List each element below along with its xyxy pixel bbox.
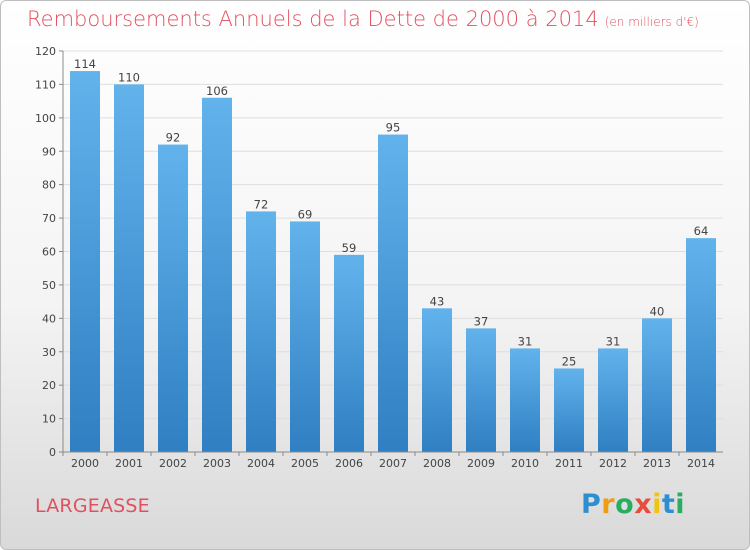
bar-value-label: 110 xyxy=(118,70,140,84)
bar xyxy=(642,318,672,452)
y-tick-label: 10 xyxy=(42,413,56,426)
x-tick-label: 2010 xyxy=(511,457,539,470)
bar-value-label: 31 xyxy=(518,334,533,348)
bar xyxy=(422,308,452,452)
bar-value-label: 25 xyxy=(562,354,577,368)
logo-letter: r xyxy=(601,489,616,520)
bar xyxy=(510,348,540,452)
y-tick-label: 50 xyxy=(42,279,56,292)
bar xyxy=(114,84,144,453)
bar xyxy=(466,328,496,452)
x-tick-label: 2012 xyxy=(599,457,627,470)
logo-letter: i xyxy=(675,489,686,520)
bar-value-label: 37 xyxy=(474,314,489,328)
x-tick-label: 2007 xyxy=(379,457,407,470)
bar xyxy=(70,71,100,453)
bar xyxy=(158,144,188,453)
chart-title-text: Remboursements Annuels de la Dette de 20… xyxy=(27,7,599,31)
bar-value-label: 114 xyxy=(74,57,96,71)
logo-letter: t xyxy=(661,489,676,520)
x-tick-label: 2013 xyxy=(643,457,671,470)
logo-letter: o xyxy=(615,489,635,520)
x-tick-label: 2004 xyxy=(247,457,275,470)
bar xyxy=(202,97,232,453)
bar xyxy=(334,254,364,452)
bar xyxy=(246,211,276,452)
logo-letter: P xyxy=(581,489,602,520)
x-tick-label: 2008 xyxy=(423,457,451,470)
y-tick-label: 100 xyxy=(35,112,56,125)
bar-value-label: 95 xyxy=(386,121,401,135)
bar-value-label: 106 xyxy=(206,84,228,98)
commune-name: LARGEASSE xyxy=(35,495,150,517)
bar-value-label: 59 xyxy=(342,241,357,255)
y-tick-label: 20 xyxy=(42,379,56,392)
bar-value-label: 43 xyxy=(430,294,445,308)
x-tick-label: 2005 xyxy=(291,457,319,470)
bar xyxy=(378,134,408,452)
logo-letter: x xyxy=(634,489,653,520)
bar-value-label: 64 xyxy=(694,224,709,238)
y-tick-label: 120 xyxy=(35,45,56,58)
bar-value-label: 69 xyxy=(298,207,313,221)
chart-unit: (en milliers d'€) xyxy=(604,15,699,29)
bar-value-label: 92 xyxy=(166,131,181,145)
bar-chart: 114 110 92 106 72 69 59 95 43 37 31 25 31 40 64 0 10 20 3… xyxy=(35,45,723,470)
y-tick-label: 60 xyxy=(42,246,56,259)
bar xyxy=(554,368,584,452)
y-tick-label: 90 xyxy=(42,145,56,158)
bar xyxy=(290,221,320,452)
x-tick-label: 2003 xyxy=(203,457,231,470)
x-tick-label: 2014 xyxy=(687,457,715,470)
x-tick-label: 2009 xyxy=(467,457,495,470)
chart-title: Remboursements Annuels de la Dette de 20… xyxy=(27,7,699,31)
y-tick-label: 0 xyxy=(49,446,56,459)
bar xyxy=(686,238,716,452)
y-tick-label: 30 xyxy=(42,346,56,359)
x-tick-label: 2001 xyxy=(115,457,143,470)
x-tick-label: 2002 xyxy=(159,457,187,470)
y-tick-label: 80 xyxy=(42,179,56,192)
bar-value-label: 31 xyxy=(606,334,621,348)
y-tick-label: 40 xyxy=(42,312,56,325)
proxiti-logo: Proxiti xyxy=(581,489,685,520)
bar-value-label: 72 xyxy=(254,197,269,211)
x-tick-label: 2011 xyxy=(555,457,583,470)
bar xyxy=(598,348,628,452)
bar-value-label: 40 xyxy=(650,304,665,318)
y-tick-label: 70 xyxy=(42,212,56,225)
logo-letter: i xyxy=(652,489,662,520)
x-tick-label: 2000 xyxy=(71,457,99,470)
y-tick-label: 110 xyxy=(35,78,56,91)
x-tick-label: 2006 xyxy=(335,457,363,470)
